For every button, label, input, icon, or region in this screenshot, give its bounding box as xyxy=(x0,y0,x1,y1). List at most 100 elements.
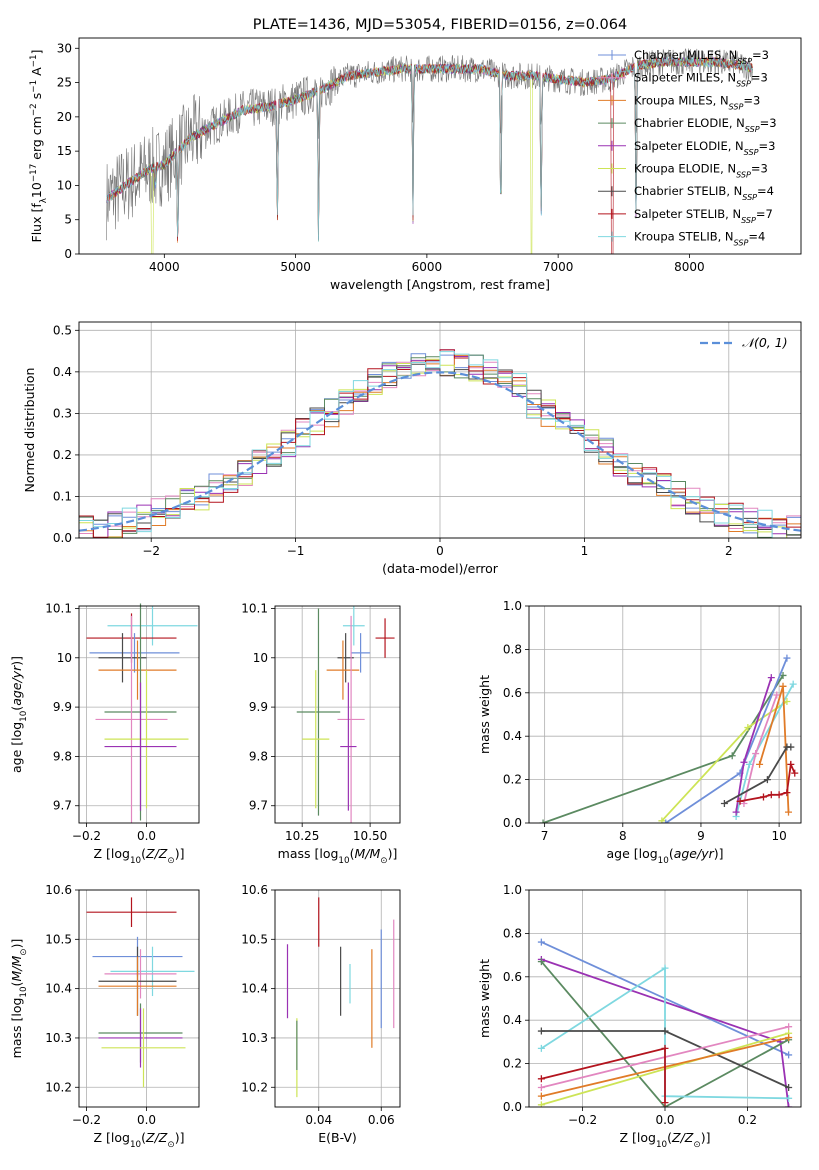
spectrum-lines xyxy=(106,48,753,254)
weight-line xyxy=(540,961,790,1107)
weight-line xyxy=(541,1047,666,1103)
legend-label: Salpeter STELIB, NSSP=7 xyxy=(634,207,773,225)
y-tick-label: 0.0 xyxy=(503,816,522,830)
y-tick-label: 25 xyxy=(57,76,72,90)
weight-marker xyxy=(775,791,783,799)
weight-marker xyxy=(767,674,775,682)
y-tick-label: 0.2 xyxy=(503,773,522,787)
weight-marker xyxy=(732,808,740,816)
y-axis-label: mass [log10(M/M⊙)] xyxy=(9,939,29,1059)
y-axis-label: Normed distribution xyxy=(22,368,37,493)
weight_Z-lines xyxy=(537,938,793,1107)
y-tick-label: 0 xyxy=(64,247,72,261)
y-tick-label: 10.1 xyxy=(45,601,72,615)
residuals-frame: −2 −1 0 1 2 0.0 0.1 0.2 0.3 0.4 0.5 xyxy=(53,321,802,558)
age_mass-frame: 10.25 10.50 9.7 9.8 9.9 10 10.1 xyxy=(241,601,401,843)
age_Z-border xyxy=(78,605,200,824)
y-tick-label: 0.4 xyxy=(503,1013,522,1027)
legend-label: Kroupa STELIB, NSSP=4 xyxy=(634,230,765,248)
x-tick-label: −0.2 xyxy=(568,1113,597,1127)
weight_age-border xyxy=(528,605,802,824)
weight-marker xyxy=(756,760,764,768)
spectrum-title: PLATE=1436, MJD=53054, FIBERID=0156, z=0… xyxy=(253,17,627,33)
y-tick-label: 10.5 xyxy=(45,932,72,946)
y-axis-label: age [log10(age/yr)] xyxy=(9,656,29,773)
x-tick-label: 6000 xyxy=(412,260,443,274)
x-tick-label: 8000 xyxy=(674,260,705,274)
weight-marker xyxy=(720,799,728,807)
y-axis-label: mass weight xyxy=(477,959,492,1038)
weight-marker xyxy=(537,1083,545,1091)
weight-marker xyxy=(740,758,748,766)
x-tick-label: 0.0 xyxy=(137,1113,156,1127)
x-tick-label: 0.0 xyxy=(655,1113,674,1127)
weight-marker xyxy=(752,750,760,758)
weight-marker xyxy=(787,760,795,768)
weight-marker xyxy=(791,769,799,777)
x-tick-label: −0.2 xyxy=(72,1113,101,1127)
legend-label: Kroupa ELODIE, NSSP=3 xyxy=(634,162,768,180)
weight-marker xyxy=(785,1023,793,1031)
spectrum-model-line xyxy=(106,55,753,242)
y-tick-label: 1.0 xyxy=(503,599,522,613)
legend-label: Salpeter MILES, NSSP=3 xyxy=(634,71,768,89)
y-tick-label: 1.0 xyxy=(503,883,522,897)
y-tick-label: 10 xyxy=(57,651,72,665)
weight-marker xyxy=(785,1083,793,1091)
y-axis-label: mass weight xyxy=(477,675,492,754)
x-axis-label: Z [log10(Z/Z⊙)] xyxy=(94,846,185,866)
weight-marker xyxy=(537,1101,545,1107)
y-tick-label: 9.9 xyxy=(249,700,268,714)
legend-label: Kroupa MILES, NSSP=3 xyxy=(634,93,760,111)
x-tick-label: 4000 xyxy=(149,260,180,274)
spectrum-model-line xyxy=(106,56,753,254)
y-tick-label: 10.2 xyxy=(241,1080,268,1094)
weight-marker xyxy=(763,776,771,784)
age_mass-border xyxy=(274,605,401,824)
y-tick-label: 0.0 xyxy=(53,531,72,545)
x-tick-label: −1 xyxy=(287,544,305,558)
y-tick-label: 30 xyxy=(57,41,72,55)
weight_Z-frame: −0.2 0.0 0.2 0.0 0.2 0.4 0.6 0.8 1.0 xyxy=(503,883,802,1127)
weight-marker xyxy=(785,1094,793,1102)
weight-marker xyxy=(661,1027,669,1035)
x-tick-label: 7000 xyxy=(543,260,574,274)
y-tick-label: 10.3 xyxy=(45,1031,72,1045)
weight-marker xyxy=(539,819,547,823)
y-tick-label: 0.2 xyxy=(53,448,72,462)
mass_Z-border xyxy=(78,889,200,1108)
y-tick-label: 9.8 xyxy=(249,749,268,763)
mass_ebv-points xyxy=(286,897,395,1098)
residual-hist xyxy=(79,351,801,538)
weight-marker xyxy=(537,1027,545,1035)
y-tick-label: 0.6 xyxy=(503,970,522,984)
weight-marker xyxy=(537,1075,545,1083)
y-tick-label: 9.7 xyxy=(249,799,268,813)
legend-label: Chabrier ELODIE, NSSP=3 xyxy=(634,116,777,134)
age_Z-points xyxy=(86,603,198,823)
weight-marker xyxy=(785,1103,793,1107)
weight-marker xyxy=(779,682,787,690)
weight_age-lines xyxy=(539,654,799,823)
x-axis-label: mass [log10(M/M⊙)] xyxy=(278,846,398,866)
spectrum-border xyxy=(78,37,802,255)
weight-marker xyxy=(784,808,792,816)
weight-marker xyxy=(787,743,795,751)
weight-marker xyxy=(537,958,545,966)
x-tick-label: 0.06 xyxy=(368,1113,395,1127)
x-tick-label: 9 xyxy=(697,829,705,843)
mass_ebv-border xyxy=(274,889,401,1108)
y-tick-label: 0.6 xyxy=(503,686,522,700)
x-axis-label: wavelength [Angstrom, rest frame] xyxy=(330,277,550,292)
weight-marker xyxy=(773,691,781,699)
age_Z-frame: −0.2 0.0 9.7 9.8 9.9 10 10.1 xyxy=(45,601,200,843)
weight-marker xyxy=(745,760,753,768)
weight-marker xyxy=(783,789,791,797)
mass_Z-points xyxy=(86,897,195,1088)
y-tick-label: 0.4 xyxy=(503,729,522,743)
weight-marker xyxy=(661,964,669,972)
x-tick-label: 0.04 xyxy=(305,1113,332,1127)
x-tick-label: 7 xyxy=(541,829,549,843)
x-tick-label: 2 xyxy=(725,544,733,558)
